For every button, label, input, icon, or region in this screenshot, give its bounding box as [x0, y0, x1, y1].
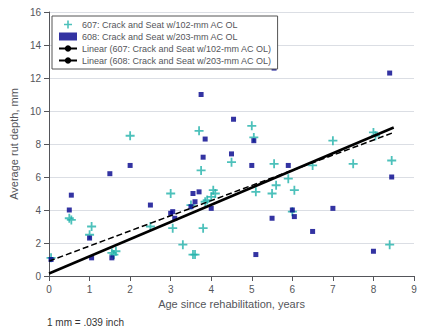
svg-text:Age since rehabilitation, year: Age since rehabilitation, years [158, 298, 305, 310]
svg-text:6: 6 [35, 172, 41, 183]
svg-text:4: 4 [208, 284, 214, 295]
svg-text:9: 9 [411, 284, 417, 295]
svg-text:608: Crack and Seat w/203-mm A: 608: Crack and Seat w/203-mm AC OL [82, 32, 238, 42]
svg-text:2: 2 [35, 238, 41, 249]
svg-text:10: 10 [30, 106, 42, 117]
svg-text:2: 2 [127, 284, 133, 295]
svg-text:14: 14 [30, 40, 42, 51]
svg-text:Linear (607: Crack and Seat w/: Linear (607: Crack and Seat w/102-mm AC … [82, 44, 271, 54]
svg-text:1 mm = .039 inch: 1 mm = .039 inch [47, 317, 124, 328]
svg-text:3: 3 [168, 284, 174, 295]
svg-text:16: 16 [30, 7, 42, 18]
svg-text:1: 1 [87, 284, 93, 295]
svg-text:Average rut depth, mm: Average rut depth, mm [8, 88, 20, 200]
svg-text:8: 8 [35, 139, 41, 150]
svg-text:5: 5 [249, 284, 255, 295]
svg-text:607: Crack and Seat w/102-mm A: 607: Crack and Seat w/102-mm AC OL [82, 20, 238, 30]
svg-text:0: 0 [46, 284, 52, 295]
svg-text:6: 6 [290, 284, 296, 295]
svg-text:Linear (608: Crack and Seat w/: Linear (608: Crack and Seat w/203-mm AC … [82, 56, 271, 66]
svg-text:4: 4 [35, 205, 41, 216]
svg-text:12: 12 [30, 73, 42, 84]
svg-text:0: 0 [35, 271, 41, 282]
svg-text:8: 8 [371, 284, 377, 295]
svg-text:7: 7 [330, 284, 336, 295]
